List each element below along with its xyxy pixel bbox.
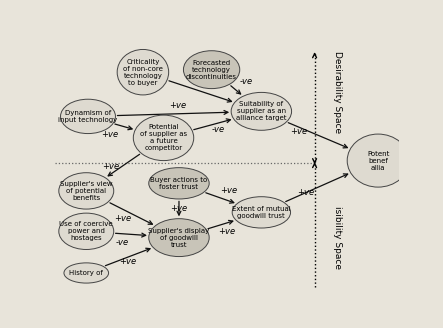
Ellipse shape — [347, 134, 409, 187]
Text: +ve: +ve — [101, 130, 118, 138]
Text: Buyer actions to
foster trust: Buyer actions to foster trust — [150, 177, 208, 190]
Text: Potential
of supplier as
a future
competitor: Potential of supplier as a future compet… — [140, 124, 187, 151]
Text: -ve: -ve — [212, 125, 225, 133]
Text: Desirability Space: Desirability Space — [333, 51, 342, 133]
Text: +ve: +ve — [291, 127, 308, 136]
Ellipse shape — [117, 50, 169, 95]
Text: Supplier's view
of potential
benefits: Supplier's view of potential benefits — [60, 181, 113, 201]
Text: Potent
benef
allia: Potent benef allia — [367, 151, 389, 171]
Ellipse shape — [59, 173, 114, 209]
Text: Dynamism of
input technology: Dynamism of input technology — [58, 110, 117, 123]
Ellipse shape — [59, 213, 114, 250]
Text: Extent of mutual
goodwill trust: Extent of mutual goodwill trust — [232, 206, 291, 219]
Text: isibility Space: isibility Space — [333, 206, 342, 269]
Text: +ve: +ve — [171, 204, 187, 213]
Ellipse shape — [231, 92, 291, 130]
Text: -ve: -ve — [239, 76, 253, 86]
Text: Suitability of
supplier as an
alliance target: Suitability of supplier as an alliance t… — [236, 101, 287, 121]
Text: +ve: +ve — [102, 162, 119, 172]
Text: Supplier's display
of goodwill
trust: Supplier's display of goodwill trust — [148, 228, 210, 248]
Text: +ve: +ve — [218, 227, 236, 236]
Ellipse shape — [183, 51, 240, 89]
Ellipse shape — [149, 168, 209, 199]
Text: +ve: +ve — [119, 257, 136, 266]
Ellipse shape — [149, 219, 209, 256]
Text: -ve: -ve — [116, 238, 129, 247]
Text: +ve: +ve — [169, 100, 186, 110]
Text: +ve: +ve — [114, 214, 131, 223]
Text: Criticality
of non-core
technology
to buyer: Criticality of non-core technology to bu… — [123, 59, 163, 86]
Ellipse shape — [133, 115, 194, 161]
Text: Forecasted
technology
discontinuities: Forecasted technology discontinuities — [186, 60, 237, 80]
Text: +ve: +ve — [220, 186, 237, 195]
Text: +ve: +ve — [297, 188, 315, 197]
Ellipse shape — [232, 197, 291, 228]
Text: History of: History of — [70, 270, 103, 276]
Text: Use of coercive
power and
hostages: Use of coercive power and hostages — [59, 221, 113, 241]
Ellipse shape — [64, 263, 109, 283]
Ellipse shape — [61, 99, 116, 133]
